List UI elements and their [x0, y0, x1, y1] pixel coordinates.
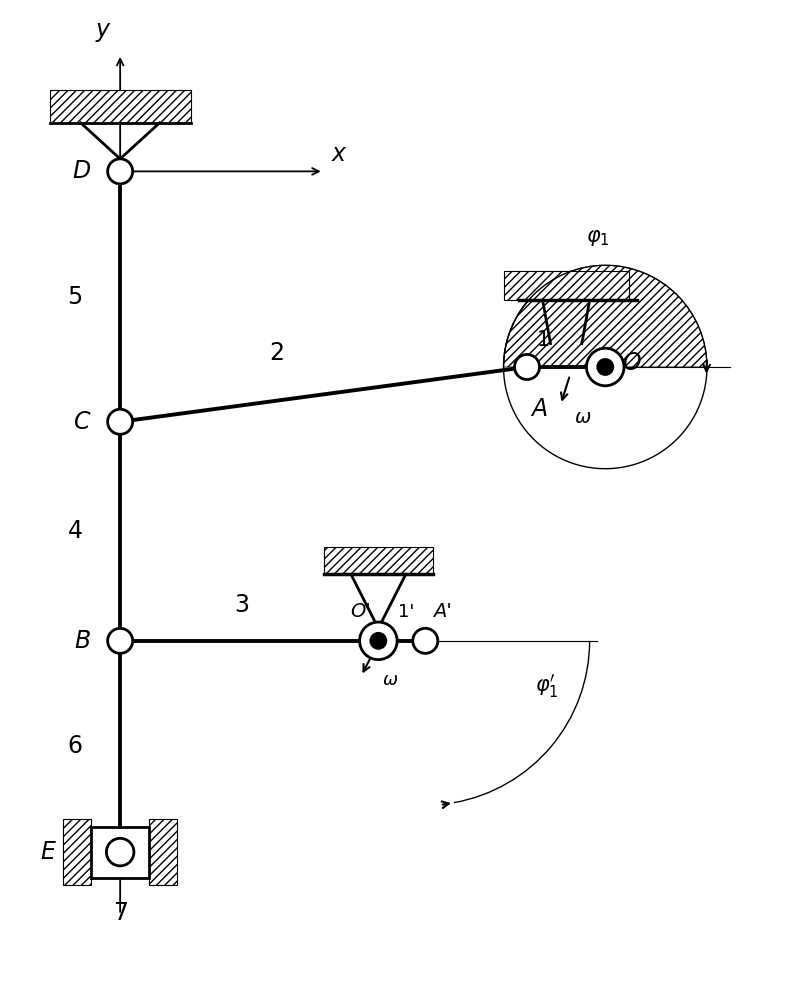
Text: x: x — [332, 142, 345, 166]
Circle shape — [108, 628, 132, 653]
Text: 2: 2 — [269, 341, 284, 365]
Circle shape — [515, 354, 540, 380]
Text: 1: 1 — [537, 330, 550, 350]
Bar — [63, 819, 91, 885]
Circle shape — [359, 622, 397, 660]
Text: A': A' — [433, 602, 452, 621]
Circle shape — [108, 159, 132, 184]
Text: B: B — [74, 629, 91, 653]
Circle shape — [413, 628, 438, 653]
Bar — [504, 271, 629, 300]
Bar — [324, 547, 433, 574]
Circle shape — [108, 409, 132, 434]
Text: 7: 7 — [113, 901, 128, 925]
Circle shape — [371, 633, 386, 648]
Circle shape — [598, 359, 613, 374]
Text: 3: 3 — [234, 593, 249, 617]
Text: 5: 5 — [67, 285, 83, 309]
Text: O: O — [623, 351, 641, 375]
Text: $\omega$: $\omega$ — [574, 408, 592, 427]
Text: 6: 6 — [68, 734, 83, 758]
Text: $\varphi_1'$: $\varphi_1'$ — [535, 672, 559, 700]
Text: C: C — [74, 410, 91, 434]
Text: D: D — [72, 159, 91, 183]
Circle shape — [106, 838, 134, 866]
Text: A: A — [531, 397, 547, 421]
Wedge shape — [504, 265, 707, 367]
Text: E: E — [41, 840, 56, 864]
Text: $\varphi_1$: $\varphi_1$ — [585, 228, 609, 248]
Text: O': O' — [350, 602, 370, 621]
Bar — [50, 90, 191, 123]
Bar — [91, 827, 150, 878]
Text: 1': 1' — [398, 603, 414, 621]
Text: $\omega$: $\omega$ — [382, 671, 399, 689]
Circle shape — [586, 348, 624, 386]
Text: 4: 4 — [68, 519, 83, 543]
Bar — [150, 819, 177, 885]
Text: y: y — [96, 18, 110, 42]
